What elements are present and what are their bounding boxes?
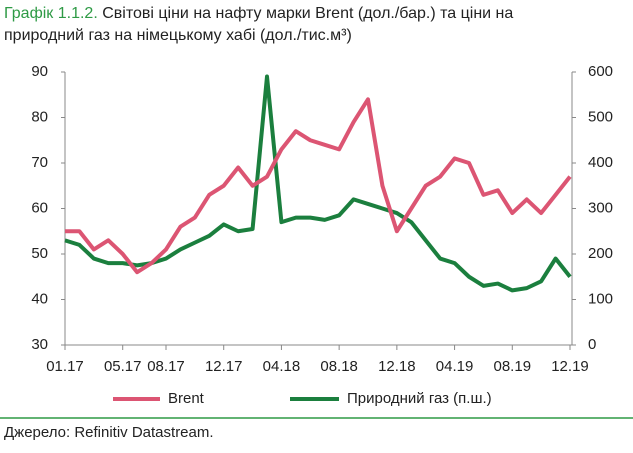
y-tick-label: 60: [31, 199, 48, 216]
y-tick-label: 30: [31, 336, 48, 353]
x-tick-label: 05.17: [104, 358, 142, 375]
x-tick-label: 01.17: [46, 358, 84, 375]
y-tick-label: 50: [31, 245, 48, 262]
y2-tick-label: 500: [588, 108, 613, 125]
x-tick-label: 12.17: [205, 358, 243, 375]
x-tick-label: 08.18: [320, 358, 358, 375]
y-tick-label: 70: [31, 154, 48, 171]
series-line: [65, 97, 572, 275]
legend-label: Природний газ (п.ш.): [347, 390, 492, 407]
y2-tick-label: 0: [588, 336, 596, 353]
chart-title: природний газ на німецькому хабі (дол./т…: [4, 27, 352, 44]
y2-tick-label: 300: [588, 199, 613, 216]
x-tick-label: 08.19: [494, 358, 532, 375]
chart-title: Графік 1.1.2. Світові ціни на нафту марк…: [4, 5, 513, 22]
plot-frame: [64, 72, 573, 346]
title-line: Світові ціни на нафту марки Brent (дол./…: [102, 5, 513, 22]
x-tick-label: 04.18: [263, 358, 301, 375]
series-line: [64, 74, 572, 293]
y-tick-label: 40: [31, 290, 48, 307]
x-tick-label: 12.18: [378, 358, 416, 375]
y2-tick-label: 400: [588, 154, 613, 171]
y-tick-label: 80: [31, 108, 48, 125]
y2-tick-label: 200: [588, 245, 613, 262]
figure-label: Графік 1.1.2.: [4, 5, 98, 22]
y-tick-label: 90: [31, 63, 48, 80]
y2-tick-label: 600: [588, 63, 613, 80]
x-tick-label: 08.17: [147, 358, 185, 375]
x-tick-label: 12.19: [551, 358, 589, 375]
legend-label: Brent: [168, 390, 205, 407]
source: Джерело: Refinitiv Datastream.: [4, 424, 214, 441]
y2-tick-label: 100: [588, 290, 613, 307]
x-tick-label: 04.19: [436, 358, 474, 375]
